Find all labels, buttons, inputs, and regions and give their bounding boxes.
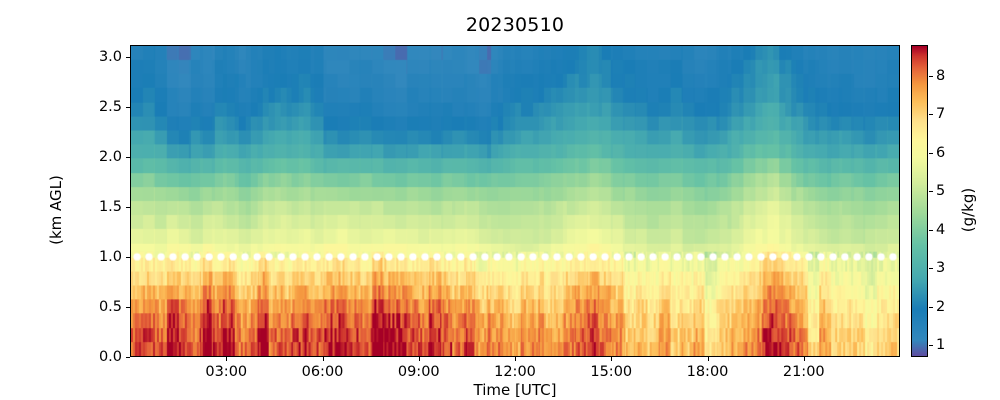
y-tick-label: 0.0 (98, 349, 122, 365)
colorbar-tick (929, 191, 933, 193)
x-tick-label: 09:00 (397, 364, 440, 380)
colorbar-tick-label: 1 (936, 337, 946, 354)
colorbar-tick (929, 345, 933, 347)
x-tick (611, 357, 613, 361)
y-tick-label: 3.0 (98, 49, 122, 66)
y-tick-label: 0.5 (98, 299, 122, 316)
y-tick (126, 207, 130, 209)
colorbar-gradient (912, 46, 927, 356)
x-tick (707, 357, 709, 361)
y-tick (126, 107, 130, 109)
y-tick (126, 357, 130, 358)
x-tick (322, 357, 324, 361)
heatmap-image (131, 46, 899, 356)
heatmap-axes[interactable] (130, 45, 900, 357)
colorbar-tick (929, 306, 933, 308)
colorbar-tick (929, 268, 933, 270)
x-tick-label: 03:00 (205, 364, 248, 380)
colorbar-label: (g/kg) (959, 187, 977, 233)
colorbar-tick (929, 114, 933, 116)
colorbar-tick-label: 8 (936, 67, 946, 84)
x-tick (418, 357, 420, 361)
y-tick (126, 157, 130, 159)
colorbar[interactable] (911, 45, 928, 357)
x-tick (226, 357, 228, 361)
colorbar-tick-label: 3 (936, 260, 946, 277)
y-axis-label: (km AGL) (47, 175, 65, 245)
x-tick-label: 06:00 (301, 364, 344, 380)
y-tick (126, 257, 130, 259)
page-title: 20230510 (465, 14, 565, 36)
colorbar-tick-label: 5 (936, 183, 946, 200)
x-tick (803, 357, 805, 361)
x-tick-label: 15:00 (590, 364, 633, 380)
colorbar-tick-label: 2 (936, 298, 946, 315)
colorbar-tick-label: 6 (936, 144, 946, 161)
y-tick (126, 307, 130, 309)
colorbar-tick-label: 4 (936, 221, 946, 238)
x-tick-label: 21:00 (782, 364, 825, 380)
x-tick-label: 18:00 (686, 364, 729, 380)
y-tick-label: 1.5 (98, 199, 122, 216)
x-tick (515, 357, 516, 361)
colorbar-tick (929, 75, 933, 77)
y-tick (126, 57, 130, 59)
colorbar-tick-label: 7 (936, 106, 946, 123)
y-tick-label: 2.0 (98, 149, 122, 166)
y-tick-label: 2.5 (98, 99, 122, 116)
x-axis-label: Time [UTC] (473, 381, 557, 399)
colorbar-tick (929, 229, 933, 231)
y-tick-label: 1.0 (98, 249, 122, 266)
x-tick-label: 12:00 (494, 364, 536, 380)
colorbar-tick (929, 152, 933, 154)
